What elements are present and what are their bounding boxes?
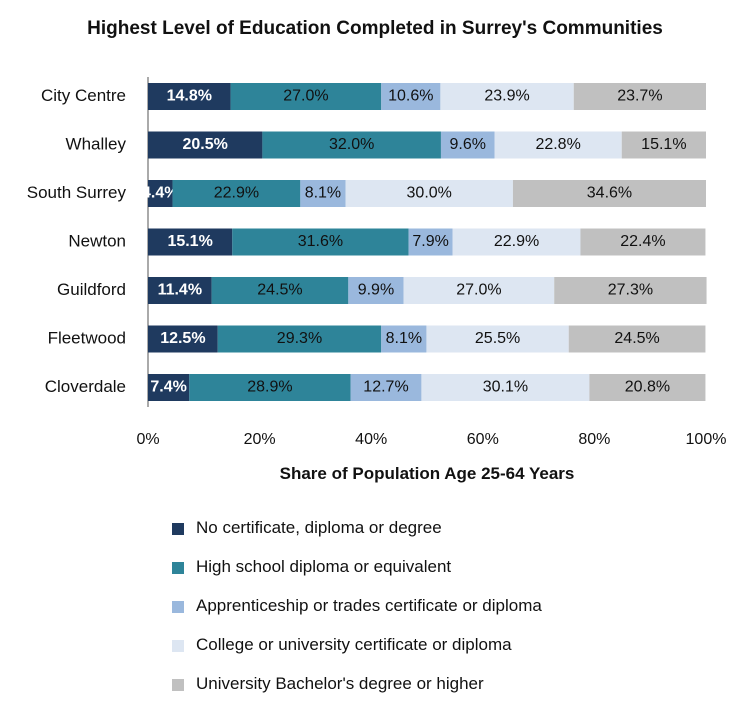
legend-swatch [172, 601, 184, 613]
data-label-whalley-series-2: 32.0% [329, 136, 374, 153]
data-label-newton-series-3: 7.9% [412, 233, 448, 250]
x-tick-label: 0% [136, 431, 159, 448]
x-tick-label: 40% [355, 431, 387, 448]
bar-fleetwood-series-5 [568, 325, 706, 353]
data-label-newton-series-2: 31.6% [298, 233, 343, 250]
data-label-guildford-series-3: 9.9% [358, 282, 394, 299]
category-label-whalley: Whalley [66, 134, 127, 153]
legend-label: College or university certificate or dip… [196, 635, 512, 654]
bar-cloverdale-series-3 [350, 374, 422, 401]
data-label-south-surrey-series-1: 4.4% [142, 185, 178, 202]
bar-south-surrey-series-4 [345, 180, 513, 207]
x-axis-title: Share of Population Age 25-64 Years [279, 464, 575, 483]
legend-swatch [172, 523, 184, 535]
data-label-guildford-series-5: 27.3% [608, 282, 653, 299]
bar-newton-series-5 [580, 228, 706, 256]
data-label-city-centre-series-2: 27.0% [283, 88, 328, 105]
chart-title: Highest Level of Education Completed in … [87, 18, 663, 39]
bar-city-centre-series-1 [148, 83, 231, 110]
bar-cloverdale-series-5 [589, 374, 706, 401]
legend-label: High school diploma or equivalent [196, 557, 452, 576]
data-label-guildford-series-1: 11.4% [158, 282, 202, 299]
data-label-newton-series-4: 22.9% [494, 233, 539, 250]
bar-city-centre-series-5 [573, 83, 706, 110]
data-label-city-centre-series-1: 14.8% [167, 88, 212, 105]
data-label-newton-series-5: 22.4% [620, 233, 665, 250]
bar-south-surrey-series-2 [172, 180, 301, 207]
bar-whalley-series-5 [621, 131, 706, 159]
data-label-fleetwood-series-2: 29.3% [277, 330, 322, 347]
bar-fleetwood-series-2 [217, 325, 382, 353]
data-label-whalley-series-5: 15.1% [641, 136, 686, 153]
data-label-south-surrey-series-3: 8.1% [305, 185, 341, 202]
bar-city-centre-series-2 [230, 83, 382, 110]
data-label-fleetwood-series-4: 25.5% [475, 330, 520, 347]
bar-fleetwood-series-1 [148, 325, 218, 353]
data-label-cloverdale-series-1: 7.4% [150, 379, 186, 396]
bar-city-centre-series-4 [440, 83, 574, 110]
chart-plot: City Centre 14.8% 27.0% 10.6% 23.9% 23.7% Whal… [27, 77, 727, 448]
data-label-guildford-series-2: 24.5% [257, 282, 302, 299]
bar-newton-series-3 [408, 228, 453, 256]
data-label-city-centre-series-5: 23.7% [617, 88, 662, 105]
bar-cloverdale-series-2 [189, 374, 351, 401]
bar-guildford-series-5 [554, 277, 707, 304]
bar-newton-series-2 [232, 228, 409, 256]
x-tick-label: 100% [686, 431, 727, 448]
x-tick-label: 60% [467, 431, 499, 448]
bar-whalley-series-4 [494, 131, 622, 159]
x-tick-label: 20% [244, 431, 276, 448]
bar-south-surrey-series-1 [148, 180, 173, 207]
data-label-whalley-series-3: 9.6% [449, 136, 485, 153]
data-label-cloverdale-series-4: 30.1% [483, 379, 528, 396]
bar-whalley-series-2 [262, 131, 441, 159]
category-label-city-centre: City Centre [41, 86, 126, 105]
legend-swatch [172, 562, 184, 574]
data-label-city-centre-series-4: 23.9% [484, 88, 529, 105]
data-label-fleetwood-series-5: 24.5% [614, 330, 659, 347]
bar-south-surrey-series-5 [512, 180, 706, 207]
data-label-fleetwood-series-3: 8.1% [386, 330, 422, 347]
data-label-whalley-series-4: 22.8% [535, 136, 580, 153]
bar-whalley-series-3 [440, 131, 495, 159]
data-label-fleetwood-series-1: 12.5% [160, 330, 205, 347]
bar-whalley-series-1 [148, 131, 263, 159]
bar-fleetwood-series-4 [426, 325, 569, 353]
x-tick-label: 80% [578, 431, 610, 448]
data-label-south-surrey-series-5: 34.6% [587, 185, 632, 202]
legend-swatch [172, 640, 184, 652]
bar-newton-series-4 [452, 228, 581, 256]
bar-cloverdale-series-1 [148, 374, 190, 401]
data-label-newton-series-1: 15.1% [167, 233, 212, 250]
bar-guildford-series-3 [348, 277, 404, 304]
data-label-cloverdale-series-3: 12.7% [363, 379, 408, 396]
category-label-cloverdale: Cloverdale [45, 377, 126, 396]
data-label-cloverdale-series-5: 20.8% [625, 379, 670, 396]
legend-label: No certificate, diploma or degree [196, 518, 442, 537]
data-label-cloverdale-series-2: 28.9% [247, 379, 292, 396]
bar-guildford-series-2 [211, 277, 349, 304]
bar-guildford-series-1 [148, 277, 212, 304]
data-label-whalley-series-1: 20.5% [183, 136, 228, 153]
legend-swatch [172, 679, 184, 691]
category-label-newton: Newton [68, 231, 126, 250]
data-label-south-surrey-series-2: 22.9% [214, 185, 259, 202]
bar-guildford-series-4 [403, 277, 555, 304]
category-label-fleetwood: Fleetwood [48, 328, 126, 347]
data-label-guildford-series-4: 27.0% [456, 282, 501, 299]
bar-fleetwood-series-3 [381, 325, 427, 353]
bar-newton-series-1 [148, 228, 233, 256]
category-label-south-surrey: South Surrey [27, 183, 127, 202]
legend-label: Apprenticeship or trades certificate or … [196, 596, 542, 615]
data-label-city-centre-series-3: 10.6% [388, 88, 433, 105]
data-label-south-surrey-series-4: 30.0% [407, 185, 452, 202]
bar-city-centre-series-3 [381, 83, 441, 110]
bar-cloverdale-series-4 [421, 374, 590, 401]
legend-label: University Bachelor's degree or higher [196, 674, 484, 693]
category-label-guildford: Guildford [57, 280, 126, 299]
bar-south-surrey-series-3 [300, 180, 346, 207]
